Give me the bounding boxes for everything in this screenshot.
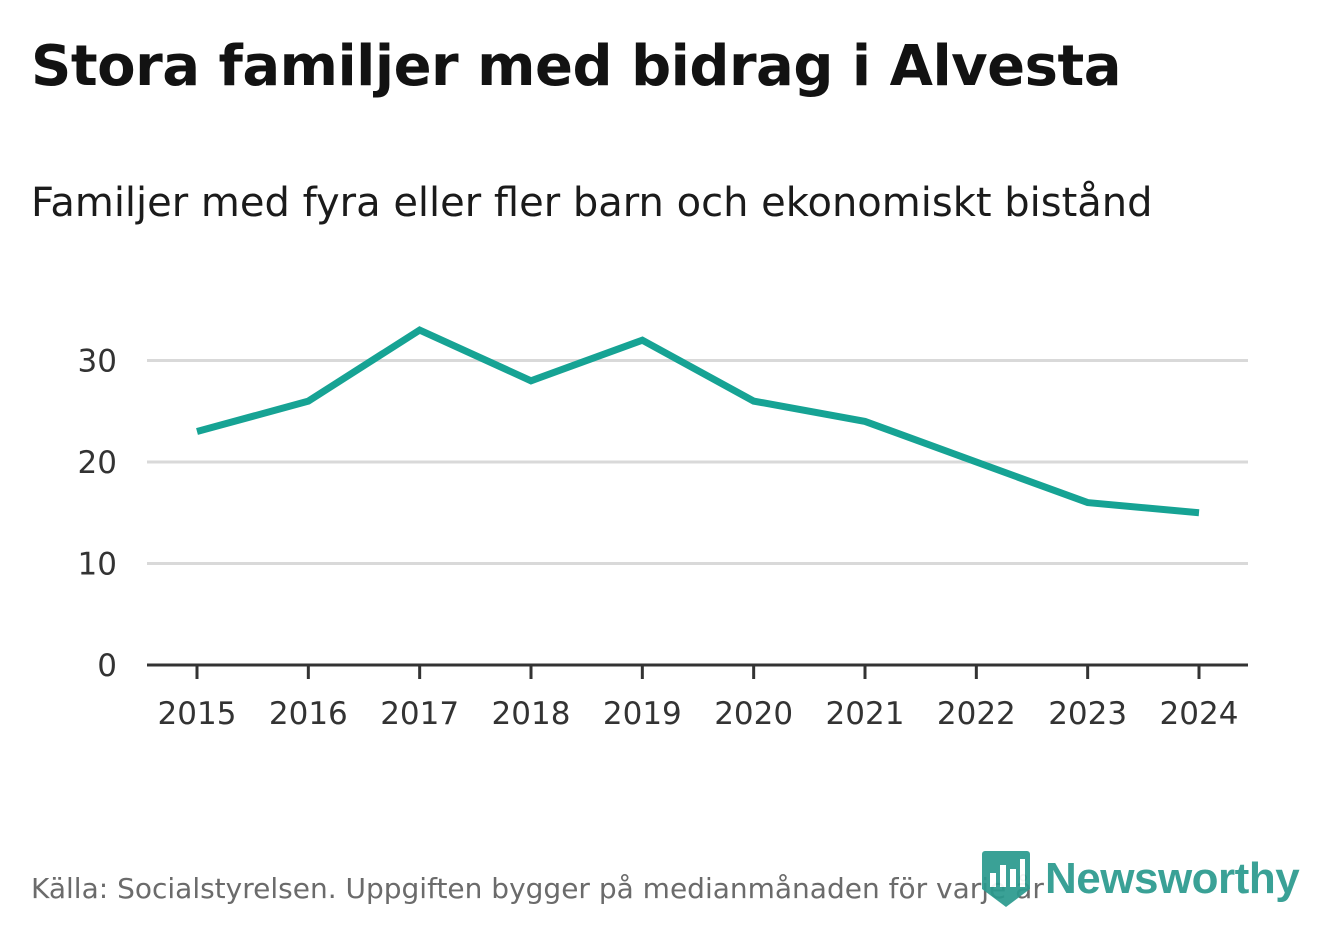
x-tick-labels: 2015 2016 2017 2018 2019 2020 2021 2022 2023 2024 bbox=[158, 696, 1239, 732]
y-tick-labels: 0 10 20 30 bbox=[78, 344, 117, 685]
x-tick-label-2019: 2019 bbox=[603, 696, 682, 732]
series-line-0 bbox=[196, 326, 1200, 517]
x-tick-label-2021: 2021 bbox=[826, 696, 905, 732]
x-tick-label-2020: 2020 bbox=[714, 696, 793, 732]
source-note: Källa: Socialstyrelsen. Uppgiften bygger… bbox=[31, 872, 1044, 905]
x-tick-label-2017: 2017 bbox=[380, 696, 459, 732]
grid-lines bbox=[147, 359, 1248, 565]
x-tick-label-2023: 2023 bbox=[1048, 696, 1127, 732]
y-tick-label-30: 30 bbox=[78, 344, 117, 380]
y-tick-label-10: 10 bbox=[78, 547, 117, 583]
x-tick-label-2022: 2022 bbox=[937, 696, 1016, 732]
newsworthy-logo-icon bbox=[982, 851, 1030, 907]
x-axis bbox=[147, 663, 1248, 679]
series-layer bbox=[196, 326, 1200, 517]
x-tick-label-2015: 2015 bbox=[158, 696, 237, 732]
y-tick-label-0: 0 bbox=[97, 648, 117, 684]
x-tick-label-2024: 2024 bbox=[1160, 696, 1239, 732]
brand-logo: Newsworthy bbox=[981, 849, 1300, 909]
chart-subtitle: Familjer med fyra eller fler barn och ek… bbox=[31, 180, 1153, 226]
x-tick-label-2018: 2018 bbox=[492, 696, 571, 732]
chart-title: Stora familjer med bidrag i Alvesta bbox=[31, 34, 1122, 99]
brand-name: Newsworthy bbox=[1045, 854, 1300, 903]
y-tick-label-20: 20 bbox=[78, 445, 117, 481]
x-tick-label-2016: 2016 bbox=[269, 696, 348, 732]
